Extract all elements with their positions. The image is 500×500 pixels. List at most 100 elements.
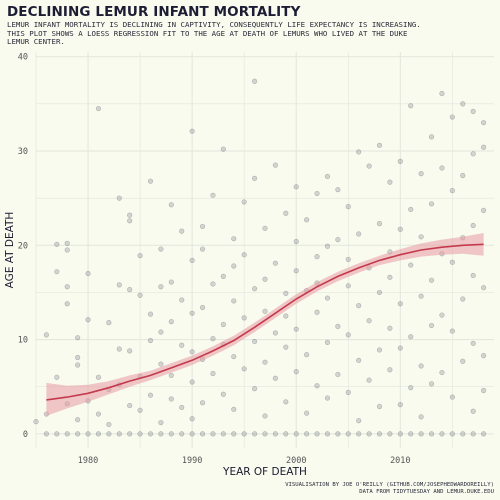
data-point — [408, 385, 414, 391]
data-point — [272, 375, 279, 381]
data-point — [158, 419, 164, 426]
data-point — [283, 399, 289, 405]
data-point — [428, 277, 435, 283]
data-point — [387, 274, 393, 280]
data-point — [356, 149, 362, 155]
data-point — [324, 339, 331, 346]
data-point — [470, 431, 476, 437]
data-point — [251, 286, 258, 292]
data-point — [75, 354, 81, 361]
data-point — [189, 349, 195, 355]
confidence-band — [46, 233, 484, 416]
data-point — [75, 431, 81, 437]
data-point — [397, 402, 403, 408]
data-point — [106, 421, 112, 428]
data-point — [43, 431, 50, 437]
data-point — [231, 353, 237, 360]
data-point — [241, 366, 247, 372]
data-point — [397, 158, 403, 164]
data-point — [199, 246, 206, 252]
data-point — [345, 332, 351, 338]
data-point — [480, 431, 487, 437]
data-point — [137, 431, 143, 437]
data-point — [480, 387, 487, 394]
data-point — [470, 108, 476, 114]
data-point — [366, 431, 372, 437]
data-point — [304, 410, 310, 416]
data-point — [262, 359, 268, 365]
data-point — [137, 407, 143, 413]
data-point — [449, 188, 455, 194]
data-point — [324, 243, 331, 249]
chart-title: DECLINING LEMUR INFANT MORTALITY — [7, 4, 301, 20]
data-point — [408, 262, 414, 268]
data-point — [220, 391, 226, 397]
data-point — [314, 190, 320, 197]
data-point — [189, 416, 195, 422]
fit-line — [46, 243, 484, 401]
confidence-ribbon — [46, 233, 484, 416]
data-point — [335, 237, 341, 243]
data-point — [345, 256, 351, 263]
data-point — [116, 282, 122, 288]
data-point — [293, 238, 299, 245]
data-point — [387, 325, 393, 331]
data-point — [283, 344, 289, 350]
data-point — [470, 222, 476, 229]
data-point — [251, 338, 258, 345]
data-point — [95, 431, 102, 437]
data-point — [418, 363, 424, 369]
data-point — [95, 411, 102, 417]
data-point — [335, 431, 341, 437]
data-point — [272, 330, 279, 336]
data-point — [262, 225, 268, 231]
data-point — [335, 187, 341, 193]
data-point — [147, 311, 154, 317]
data-point — [418, 414, 424, 420]
data-point — [324, 395, 331, 401]
data-point — [408, 103, 414, 109]
data-point — [231, 236, 237, 242]
axis-ticks: 0 10 20 30 40 1980 1990 2000 2010 — [18, 53, 411, 466]
data-point — [231, 263, 237, 269]
data-point — [480, 144, 487, 150]
data-point — [127, 218, 133, 224]
data-point — [304, 217, 310, 223]
data-point — [220, 321, 226, 328]
data-point — [418, 431, 424, 437]
data-point — [199, 431, 206, 437]
data-point — [397, 345, 403, 351]
data-point — [460, 101, 466, 107]
data-point — [397, 431, 403, 437]
data-point — [345, 204, 351, 210]
data-point — [189, 379, 195, 385]
data-point — [168, 202, 174, 208]
caption: VISUALISATION BY JOE O'REILLY (GITHUB.CO… — [285, 482, 494, 496]
data-point — [137, 292, 143, 298]
data-point — [418, 234, 424, 240]
data-point — [293, 369, 299, 375]
data-points — [33, 78, 487, 437]
data-point — [158, 246, 164, 252]
data-point — [428, 134, 435, 140]
data-point — [387, 367, 393, 373]
data-point — [449, 114, 455, 120]
data-point — [470, 408, 476, 414]
data-point — [95, 105, 102, 112]
data-point — [75, 362, 81, 368]
data-point — [460, 296, 466, 302]
y-tick-label: 30 — [18, 147, 28, 157]
x-tick-label: 1990 — [182, 456, 202, 466]
data-point — [304, 352, 310, 358]
data-point — [127, 212, 133, 218]
caption-source: DATA FROM TIDYTUESDAY AND LEMUR.DUKE.EDU — [359, 489, 494, 495]
data-point — [418, 293, 424, 299]
data-point — [470, 151, 476, 157]
data-point — [272, 162, 279, 168]
data-point — [168, 396, 174, 402]
data-point — [262, 308, 268, 314]
data-point — [283, 290, 289, 296]
data-point — [397, 301, 403, 307]
data-point — [158, 431, 164, 437]
data-point — [147, 431, 154, 437]
